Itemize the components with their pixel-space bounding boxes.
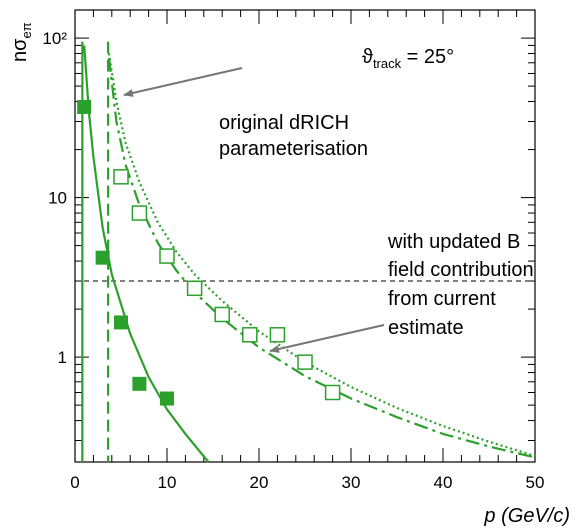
annotation-updated-line1: with updated B [387,231,520,253]
curve-solid [83,45,210,463]
annotation-updated-line4: estimate [388,317,464,339]
annotation-updated-line2: field contribution [388,259,534,281]
annotation-updated-line3: from current [388,288,496,310]
marker-open-square [159,248,175,264]
marker-open-square [297,354,313,370]
x-tick-label: 20 [250,473,269,492]
x-tick-label: 50 [526,473,545,492]
marker-filled-square [77,99,92,114]
marker-open-square [214,306,230,323]
marker-open-square [186,280,203,297]
marker-open-square [131,205,148,221]
marker-open-square [269,327,286,343]
y-axis-label: nσeπ [9,22,34,62]
marker-filled-square [95,250,110,265]
curves [83,45,536,463]
annotation-original-line1: original dRICH [219,112,349,134]
plot-frame [74,9,536,463]
y-axis-label-main: nσ [9,38,31,62]
markers [77,99,341,406]
axis-tick-labels: 0 10 20 30 40 50 1 10 10² [42,29,544,492]
marker-open-square [242,327,258,343]
y-axis-label-sub: eπ [19,22,34,38]
x-tick-label: 30 [342,473,361,492]
annotation-updated-arrow [269,324,385,353]
x-tick-label: 40 [434,473,453,492]
theta-sub: track [373,56,402,71]
annotation-original-arrow [123,67,243,97]
svg-text:ϑtrack = 25°: ϑtrack = 25° [362,46,454,71]
y-tick-label: 10 [48,189,67,208]
theta-symbol: ϑ [362,46,373,68]
x-tick-label: 0 [70,473,79,492]
y-tick-label: 10² [42,29,67,48]
x-axis-label: p (GeV/c) [483,505,570,527]
marker-open-square [324,384,341,401]
x-tick-label: 10 [158,473,177,492]
theta-rest: = 25° [401,46,454,68]
annotation-theta: ϑtrack = 25° [362,46,454,71]
annotation-original-line2: parameterisation [219,138,368,160]
marker-open-square [113,169,129,185]
axis-ticks [74,10,536,462]
marker-filled-square [132,376,147,391]
marker-filled-square [160,391,174,406]
svg-text:nσeπ: nσeπ [9,22,34,62]
marker-filled-square [114,315,128,330]
y-tick-label: 1 [58,348,67,367]
